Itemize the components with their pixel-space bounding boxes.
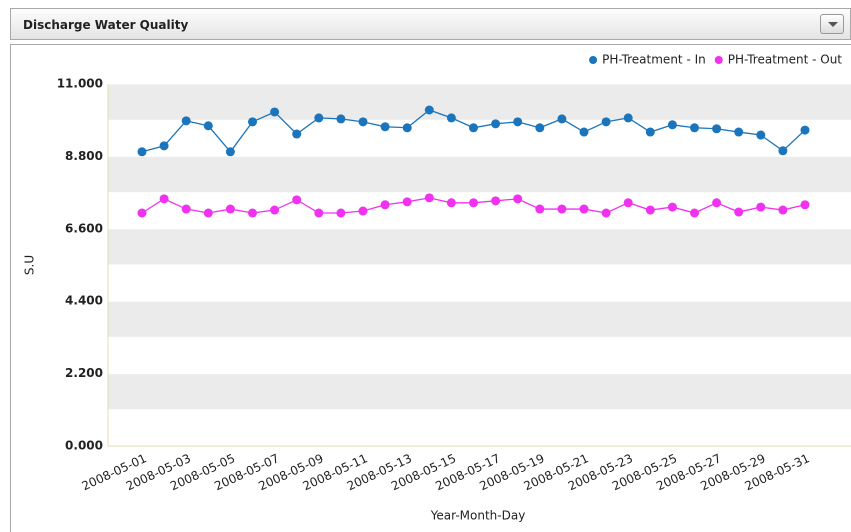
data-point (778, 146, 788, 156)
data-point (513, 117, 523, 127)
data-point (513, 194, 523, 204)
data-point (491, 119, 501, 129)
y-tick-label: 8.800 (65, 149, 103, 163)
data-point (380, 200, 390, 210)
data-point (446, 198, 456, 208)
grid-band (108, 301, 851, 338)
data-point (690, 123, 699, 133)
data-point (336, 114, 346, 124)
data-point (469, 198, 478, 208)
data-point (623, 198, 633, 208)
data-point (358, 206, 368, 216)
data-point (601, 208, 611, 218)
data-point (778, 205, 788, 215)
legend-label: PH-Treatment - Out (728, 53, 843, 67)
data-point (314, 113, 324, 123)
panel-header: Discharge Water Quality (10, 8, 851, 40)
data-point (292, 129, 302, 139)
data-point (557, 114, 567, 124)
y-axis-label: S.U (23, 255, 37, 275)
data-point (645, 127, 655, 137)
grid-band (108, 156, 851, 193)
legend-marker (589, 56, 598, 64)
data-point (270, 205, 280, 215)
data-point (734, 207, 744, 217)
grid-band (108, 228, 851, 265)
data-point (469, 123, 478, 133)
grid-band (108, 373, 851, 410)
data-point (402, 123, 412, 133)
data-point (181, 116, 191, 126)
data-point (579, 204, 589, 214)
data-point (712, 124, 722, 134)
y-tick-label: 0.000 (65, 439, 103, 453)
data-point (137, 208, 147, 218)
data-point (756, 202, 766, 212)
panel-title: Discharge Water Quality (23, 18, 189, 32)
data-point (756, 130, 766, 140)
data-point (270, 107, 280, 117)
data-point (579, 127, 589, 137)
data-point (137, 147, 147, 157)
data-point (535, 204, 545, 214)
data-point (667, 202, 677, 212)
data-point (159, 194, 169, 204)
data-point (535, 123, 545, 133)
chart-frame (10, 44, 851, 532)
data-point (690, 208, 699, 218)
data-point (800, 125, 810, 135)
data-point (623, 113, 633, 123)
data-point (491, 196, 501, 206)
y-tick-label: 6.600 (65, 221, 103, 235)
data-point (734, 127, 744, 137)
data-point (424, 105, 434, 115)
data-point (380, 122, 390, 132)
grid-band (108, 84, 851, 121)
data-point (225, 147, 235, 157)
data-point (402, 197, 412, 207)
data-point (557, 204, 567, 214)
data-point (292, 195, 302, 205)
legend-marker (714, 56, 723, 64)
data-point (601, 117, 611, 127)
legend-label: PH-Treatment - In (602, 53, 706, 67)
data-point (358, 117, 368, 127)
data-point (645, 205, 655, 215)
dropdown-button[interactable] (820, 14, 844, 34)
data-point (667, 120, 677, 130)
data-point (424, 193, 434, 203)
data-point (336, 208, 346, 218)
data-point (446, 113, 456, 123)
data-point (800, 200, 810, 210)
data-point (203, 121, 213, 131)
data-point (181, 204, 191, 214)
data-point (314, 208, 324, 218)
y-tick-label: 11.000 (57, 77, 103, 91)
data-point (712, 198, 722, 208)
data-point (159, 141, 169, 151)
x-axis-label: Year-Month-Day (430, 509, 526, 523)
data-point (203, 208, 213, 218)
data-point (248, 208, 257, 218)
data-point (225, 204, 235, 214)
data-point (248, 117, 257, 127)
y-tick-label: 4.400 (65, 294, 103, 308)
y-tick-label: 2.200 (65, 366, 103, 380)
